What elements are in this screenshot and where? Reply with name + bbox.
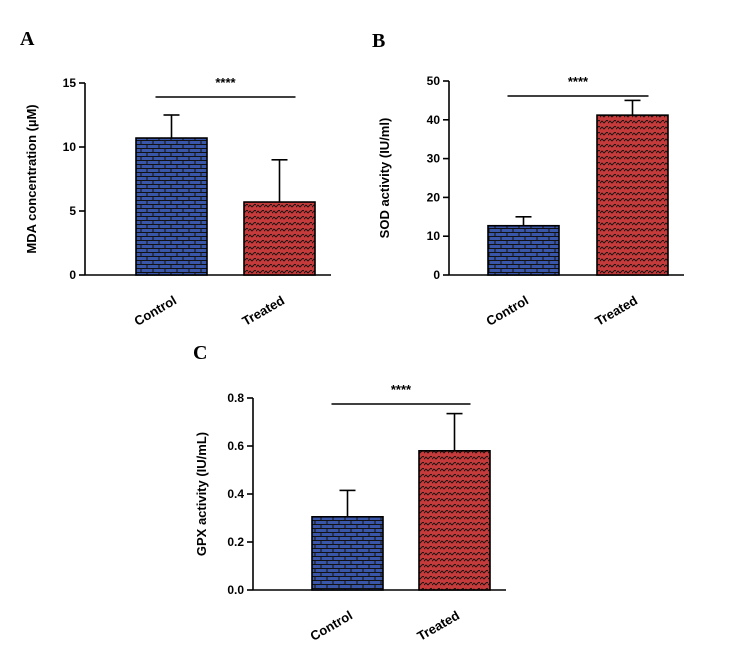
y-tick-label: 0 xyxy=(69,268,76,282)
y-axis-title: SOD activity (IU/ml) xyxy=(377,118,392,239)
y-axis-title: GPX activity (IU/mL) xyxy=(194,432,209,556)
panel-c: C 0.0 0.2 0.4 0.6 0.8 GPX activity (IU/mL) Con… xyxy=(193,342,506,644)
category-label: Treated xyxy=(239,293,287,329)
panel-label-b: B xyxy=(372,30,385,52)
significance-label: **** xyxy=(568,74,589,89)
y-tick-label: 15 xyxy=(63,76,77,90)
significance-label: **** xyxy=(215,75,236,90)
bar-treated xyxy=(243,201,316,276)
y-tick-label: 10 xyxy=(63,140,77,154)
y-tick-label: 50 xyxy=(427,74,441,88)
y-tick-label: 0 xyxy=(433,268,440,282)
panel-a: A 0 5 10 15 MDA concentration (µM) Control Tre… xyxy=(20,28,331,329)
y-tick-label: 0.0 xyxy=(227,583,244,597)
y-tick-label: 0.8 xyxy=(227,391,244,405)
y-tick-label: 20 xyxy=(427,190,441,204)
bar-treated xyxy=(596,114,669,276)
significance-label: **** xyxy=(391,382,412,397)
bar-control xyxy=(311,515,384,591)
y-axis-title: MDA concentration (µM) xyxy=(24,104,39,253)
y-tick-label: 5 xyxy=(69,204,76,218)
panel-label-c: C xyxy=(193,342,207,364)
panel-b: B 0 10 20 30 40 50 SOD activity (IU/ml) Control… xyxy=(372,30,684,329)
y-tick-label: 0.6 xyxy=(227,439,244,453)
bar-control xyxy=(487,224,560,276)
y-tick-label: 0.4 xyxy=(227,487,244,501)
category-label: Control xyxy=(307,608,355,644)
bar-treated xyxy=(418,449,491,591)
category-label: Control xyxy=(131,293,179,329)
y-tick-label: 0.2 xyxy=(227,535,244,549)
y-tick-label: 30 xyxy=(427,152,441,166)
category-label: Control xyxy=(483,293,531,329)
y-tick-label: 10 xyxy=(427,229,441,243)
category-label: Treated xyxy=(592,293,640,329)
category-label: Treated xyxy=(414,608,462,644)
y-tick-label: 40 xyxy=(427,113,441,127)
panel-label-a: A xyxy=(20,28,35,50)
bar-control xyxy=(135,137,208,276)
